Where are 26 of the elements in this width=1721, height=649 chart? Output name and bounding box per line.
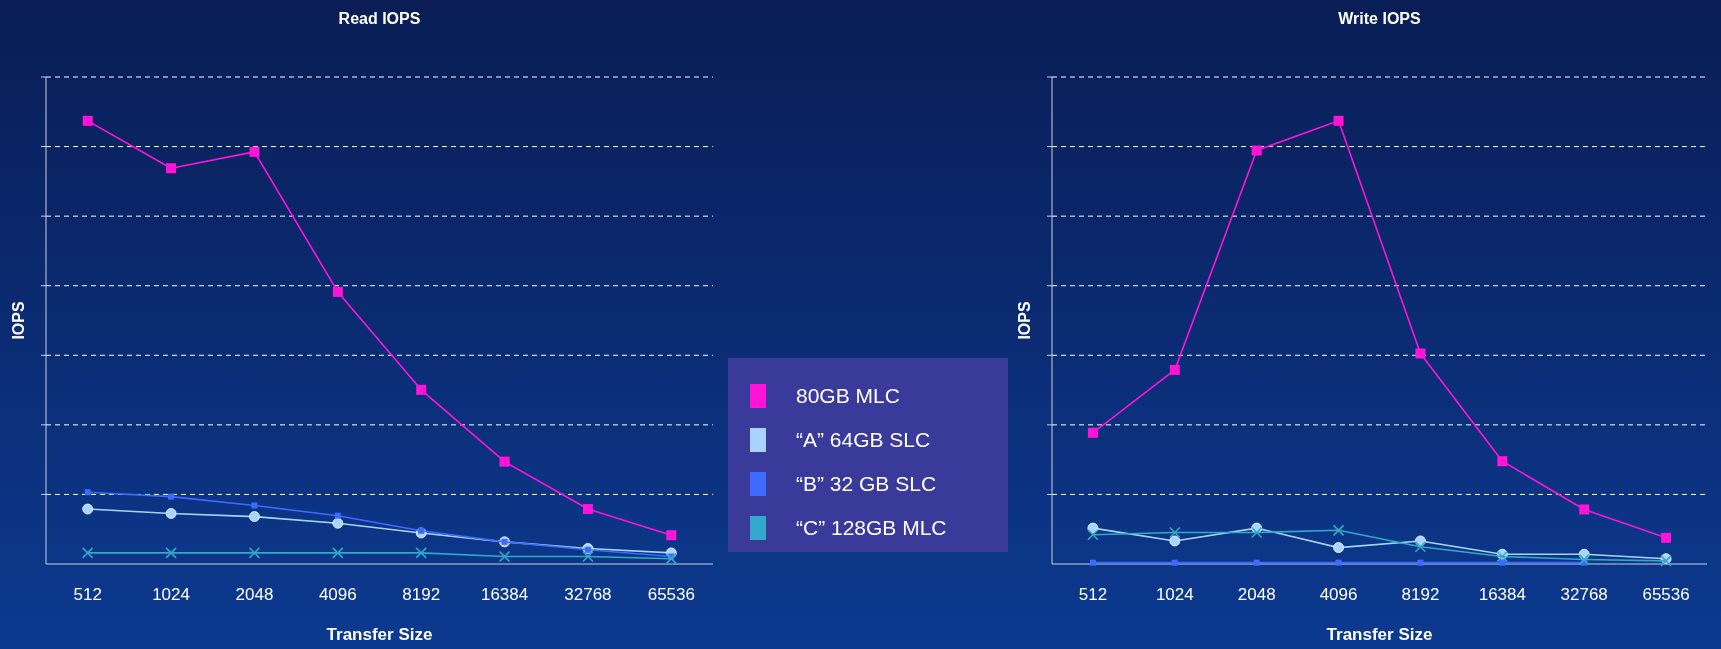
x-tick-label: 4096 — [318, 585, 357, 604]
y-axis-title: IOPS — [1016, 301, 1033, 340]
x-tick-label: 32768 — [1560, 585, 1608, 604]
x-tick-label: 1024 — [152, 585, 190, 604]
y-axis-title: IOPS — [10, 301, 27, 340]
x-tick-label: 16384 — [1478, 585, 1526, 604]
x-tick-label: 16384 — [480, 585, 529, 604]
x-tick-label: 65536 — [647, 585, 695, 604]
legend-label: 80GB MLC — [796, 384, 900, 407]
x-tick-label: 2048 — [235, 585, 274, 604]
x-tick-label: 1024 — [1155, 585, 1194, 604]
legend-label: “C” 128GB MLC — [796, 516, 947, 539]
x-tick-label: 512 — [1078, 585, 1108, 604]
legend-label: “B” 32 GB SLC — [796, 472, 937, 495]
chart-title: Write IOPS — [1338, 10, 1422, 27]
x-tick-label: 8192 — [1401, 585, 1440, 604]
x-tick-label: 512 — [73, 585, 102, 604]
x-tick-label: 8192 — [402, 585, 441, 604]
x-tick-label: 4096 — [1319, 585, 1358, 604]
x-axis-title: Transfer Size — [1326, 625, 1433, 644]
x-tick-label: 32768 — [564, 585, 612, 604]
x-tick-label: 65536 — [1642, 585, 1690, 604]
legend-label: “A” 64GB SLC — [796, 428, 931, 451]
x-tick-label: 2048 — [1237, 585, 1276, 604]
x-axis-title: Transfer Size — [326, 625, 433, 644]
chart-title: Read IOPS — [338, 10, 421, 27]
